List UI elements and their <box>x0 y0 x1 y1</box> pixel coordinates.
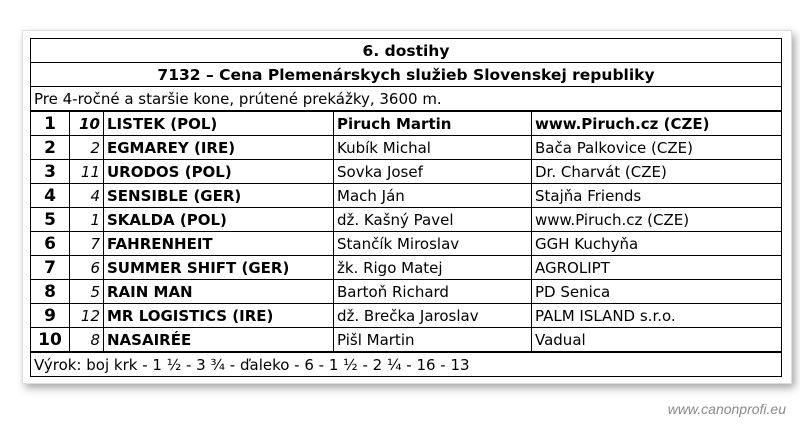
horse-cell: NASAIRÉE <box>103 327 334 353</box>
number-cell: 8 <box>69 327 104 353</box>
place-cell: 1 <box>30 110 70 136</box>
horse-cell: RAIN MAN <box>103 279 334 304</box>
horse-cell: SUMMER SHIFT (GER) <box>103 255 334 280</box>
result-row: 4 4 SENSIBLE (GER) Mach Ján Stajňa Friends <box>30 183 782 208</box>
owner-cell: Bača Palkovice (CZE) <box>531 135 782 160</box>
number-cell: 12 <box>69 303 104 328</box>
jockey-cell: Piruch Martin <box>333 110 532 136</box>
horse-cell: URODOS (POL) <box>103 159 334 184</box>
owner-cell: PALM ISLAND s.r.o. <box>531 303 782 328</box>
race-conditions: Pre 4-ročné a staršie kone, prútené prek… <box>30 86 782 112</box>
owner-cell: Dr. Charvát (CZE) <box>531 159 782 184</box>
jockey-cell: Bartoň Richard <box>333 279 532 304</box>
horse-cell: SENSIBLE (GER) <box>103 183 334 208</box>
horse-cell: EGMAREY (IRE) <box>103 135 334 160</box>
place-cell: 6 <box>30 231 70 256</box>
result-row: 5 1 SKALDA (POL) dž. Kašný Pavel www.Piruch.… <box>30 207 782 232</box>
race-name: 7132 – Cena Plemenárskych služieb Sloven… <box>30 62 782 87</box>
number-cell: 2 <box>69 135 104 160</box>
result-row: 2 2 EGMAREY (IRE) Kubík Michal Bača Palkovic… <box>30 135 782 160</box>
jockey-cell: dž. Kašný Pavel <box>333 207 532 232</box>
horse-cell: MR LOGISTICS (IRE) <box>103 303 334 328</box>
place-cell: 8 <box>30 279 70 304</box>
owner-cell: www.Piruch.cz (CZE) <box>531 110 782 136</box>
number-cell: 6 <box>69 255 104 280</box>
owner-cell: PD Senica <box>531 279 782 304</box>
number-cell: 4 <box>69 183 104 208</box>
number-cell: 10 <box>69 110 104 136</box>
jockey-cell: Sovka Josef <box>333 159 532 184</box>
owner-cell: GGH Kuchyňa <box>531 231 782 256</box>
horse-cell: LISTEK (POL) <box>103 110 334 136</box>
result-row: 6 7 FAHRENHEIT Stančík Miroslav GGH Kuchyňa <box>30 231 782 256</box>
place-cell: 10 <box>30 327 70 353</box>
number-cell: 5 <box>69 279 104 304</box>
owner-cell: AGROLIPT <box>531 255 782 280</box>
result-row: 7 6 SUMMER SHIFT (GER) žk. Rigo Matej AGROLI… <box>30 255 782 280</box>
place-cell: 4 <box>30 183 70 208</box>
place-cell: 2 <box>30 135 70 160</box>
number-cell: 7 <box>69 231 104 256</box>
result-row: 9 12 MR LOGISTICS (IRE) dž. Brečka Jaroslav… <box>30 303 782 328</box>
horse-cell: FAHRENHEIT <box>103 231 334 256</box>
owner-cell: Vadual <box>531 327 782 353</box>
result-row: 8 5 RAIN MAN Bartoň Richard PD Senica <box>30 279 782 304</box>
jockey-cell: Stančík Miroslav <box>333 231 532 256</box>
result-row: 1 10 LISTEK (POL) Piruch Martin www.Piruch.c… <box>30 110 782 136</box>
owner-cell: www.Piruch.cz (CZE) <box>531 207 782 232</box>
number-cell: 1 <box>69 207 104 232</box>
horse-cell: SKALDA (POL) <box>103 207 334 232</box>
place-cell: 9 <box>30 303 70 328</box>
jockey-cell: Pišl Martin <box>333 327 532 353</box>
place-cell: 7 <box>30 255 70 280</box>
place-cell: 5 <box>30 207 70 232</box>
jockey-cell: Mach Ján <box>333 183 532 208</box>
place-cell: 3 <box>30 159 70 184</box>
number-cell: 11 <box>69 159 104 184</box>
result-row: 3 11 URODOS (POL) Sovka Josef Dr. Charvát (C… <box>30 159 782 184</box>
owner-cell: Stajňa Friends <box>531 183 782 208</box>
result-row: 10 8 NASAIRÉE Pišl Martin Vadual <box>30 327 782 353</box>
race-title: 6. dostihy <box>30 38 782 63</box>
race-verdict: Výrok: boj krk - 1 ½ - 3 ¾ - ďaleko - 6 … <box>30 351 782 377</box>
jockey-cell: dž. Brečka Jaroslav <box>333 303 532 328</box>
watermark: www.canonprofi.eu <box>667 401 786 417</box>
race-results-table: 6. dostihy 7132 – Cena Plemenárskych slu… <box>30 38 782 377</box>
jockey-cell: Kubík Michal <box>333 135 532 160</box>
jockey-cell: žk. Rigo Matej <box>333 255 532 280</box>
